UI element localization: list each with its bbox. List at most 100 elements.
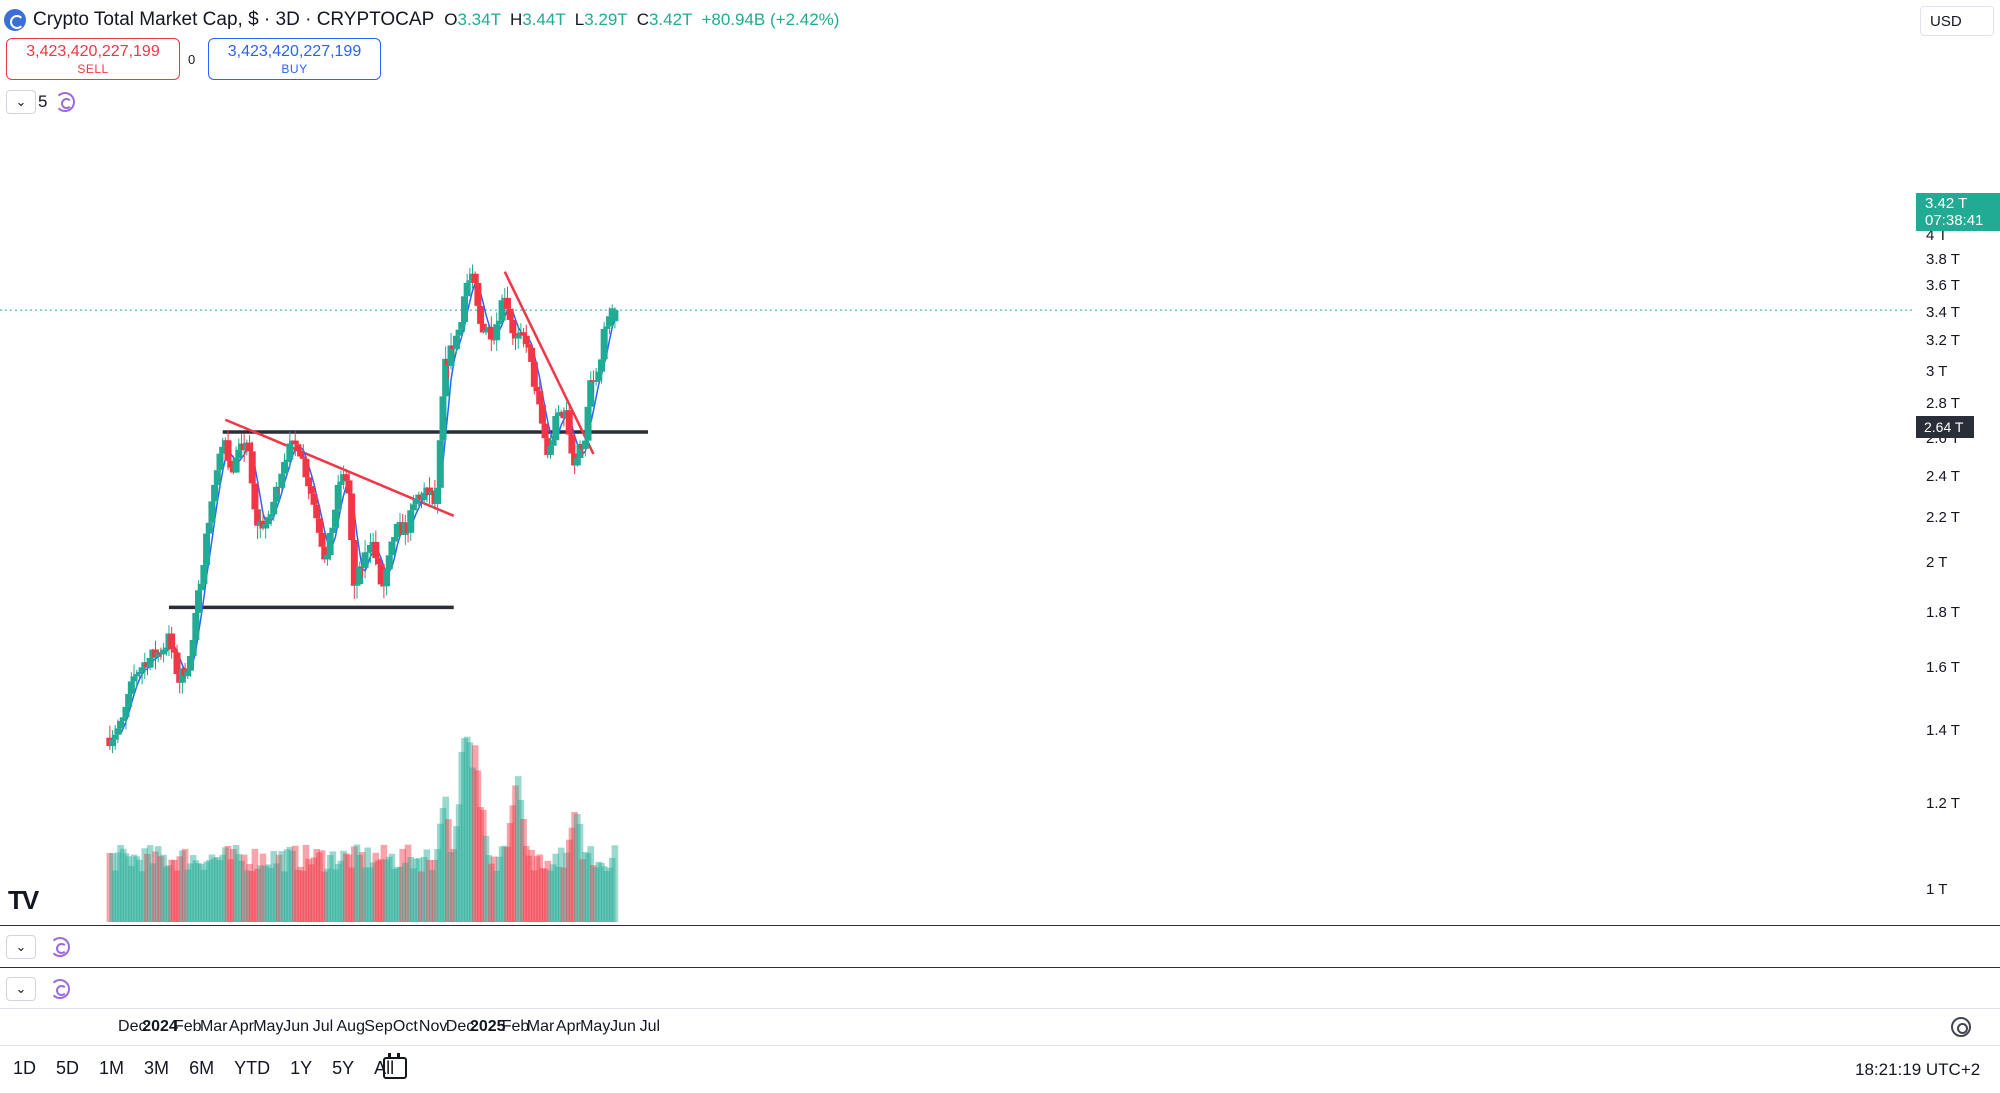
volume-bar <box>488 863 495 922</box>
trendline <box>503 271 595 455</box>
bar-countdown: 07:38:41 <box>1925 212 1984 229</box>
candle-body <box>522 335 530 345</box>
volume-bar <box>541 868 549 922</box>
period-button-1y[interactable]: 1Y <box>290 1058 313 1078</box>
volume-bar <box>251 848 259 922</box>
volume-bar <box>606 867 613 922</box>
candle-body <box>310 493 318 505</box>
volume-bar <box>563 852 570 922</box>
volume-bar <box>364 847 372 922</box>
period-button-5y[interactable]: 5Y <box>332 1058 355 1078</box>
sell-button[interactable]: 3,423,420,227,199 SELL <box>6 38 180 80</box>
candle-body <box>455 329 463 336</box>
volume-bar <box>179 850 186 922</box>
candle-body <box>305 477 313 487</box>
candle-body <box>600 328 608 360</box>
period-button-3m[interactable]: 3M <box>144 1058 170 1078</box>
time-axis-label: Mar <box>199 1018 228 1035</box>
buy-button[interactable]: 3,423,420,227,199 BUY <box>208 38 381 80</box>
symbol-title[interactable]: Crypto Total Market Cap, $ · 3D · CRYPTO… <box>33 9 435 30</box>
pane-sync-icon[interactable] <box>50 979 70 999</box>
candle-body <box>576 443 584 459</box>
candle-body <box>227 460 235 468</box>
volume-bar <box>579 859 586 922</box>
volume-bar <box>232 844 240 922</box>
volume-bar <box>162 866 170 922</box>
volume-bar <box>122 853 130 922</box>
candle-body <box>538 404 546 424</box>
volume-bar <box>361 867 369 922</box>
candle-body <box>162 647 170 650</box>
volume-bar <box>410 868 417 922</box>
candle-body <box>192 612 200 641</box>
candle-body <box>307 486 315 494</box>
candle-body <box>546 445 554 455</box>
candle-body <box>294 444 302 452</box>
volume-bar <box>192 860 200 922</box>
ohlc-close: C3.42T <box>636 10 693 29</box>
volume-bar <box>318 850 326 922</box>
volume-bar <box>458 751 466 922</box>
clock[interactable]: 18:21:19 UTC+2 <box>1855 1060 1981 1079</box>
volume-bar <box>259 853 267 922</box>
calendar-goto-icon[interactable] <box>383 1053 407 1079</box>
candle-body <box>361 552 369 568</box>
period-button-5d[interactable]: 5D <box>56 1058 80 1078</box>
time-axis-label: Dec <box>118 1018 147 1035</box>
volume-bar <box>224 845 232 922</box>
candle-body <box>291 440 299 445</box>
candle-body <box>482 330 490 333</box>
volume-bar <box>208 854 216 922</box>
candle-body <box>127 681 135 695</box>
volume-bar <box>450 849 458 922</box>
candle-body <box>278 473 286 488</box>
candle-body <box>458 322 466 330</box>
price-chart[interactable] <box>0 0 2000 1045</box>
volume-bar <box>106 852 114 922</box>
volume-bar <box>154 846 162 922</box>
candle-body <box>345 480 353 494</box>
volume-bar <box>321 871 329 922</box>
pane-collapse-button[interactable]: ⌄ <box>6 977 36 1001</box>
volume-bar <box>383 859 390 922</box>
candle-body <box>138 667 146 672</box>
volume-bar <box>340 850 347 922</box>
volume-bar <box>299 870 307 922</box>
price-axis-label: 2.8 T <box>1926 395 1960 413</box>
period-button-6m[interactable]: 6M <box>189 1058 215 1078</box>
ma-length[interactable]: 5 <box>38 92 48 111</box>
period-button-1m[interactable]: 1M <box>99 1058 125 1078</box>
candle-body <box>528 347 536 362</box>
volume-bar <box>270 851 278 922</box>
time-axis-border <box>0 1008 2000 1009</box>
volume-bar <box>351 846 358 922</box>
period-button-ytd[interactable]: YTD <box>234 1058 271 1078</box>
sync-icon[interactable] <box>55 92 76 112</box>
period-button-1d[interactable]: 1D <box>13 1058 37 1078</box>
volume-bar <box>372 852 380 922</box>
volume-bar <box>171 860 178 922</box>
volume-bar <box>294 869 302 922</box>
pane-collapse-button[interactable]: ⌄ <box>6 935 36 959</box>
time-axis-label: Sep <box>364 1018 393 1035</box>
time-axis-label: Mar <box>526 1018 555 1035</box>
candle-body <box>603 326 611 329</box>
settings-gear-icon[interactable] <box>1951 1017 1971 1037</box>
volume-bar <box>574 814 581 922</box>
pane-separator[interactable] <box>0 925 2000 926</box>
volume-bar <box>584 853 592 922</box>
candle-body <box>436 440 444 488</box>
pane-separator[interactable] <box>0 967 2000 968</box>
ma-collapse-button[interactable]: ⌄ <box>6 90 36 114</box>
volume-bar <box>111 870 119 922</box>
currency-select[interactable]: USD <box>1920 6 1994 36</box>
time-axis-label: 2025 <box>469 1018 506 1035</box>
volume-bar <box>138 871 146 922</box>
volume-bar <box>197 863 205 922</box>
volume-bar <box>477 807 484 922</box>
volume-bar <box>157 856 165 922</box>
ohlc-change: +80.94B (+2.42%) <box>701 10 840 29</box>
volume-bar <box>514 776 522 922</box>
pane-sync-icon[interactable] <box>50 937 70 957</box>
candle-body <box>122 706 130 718</box>
